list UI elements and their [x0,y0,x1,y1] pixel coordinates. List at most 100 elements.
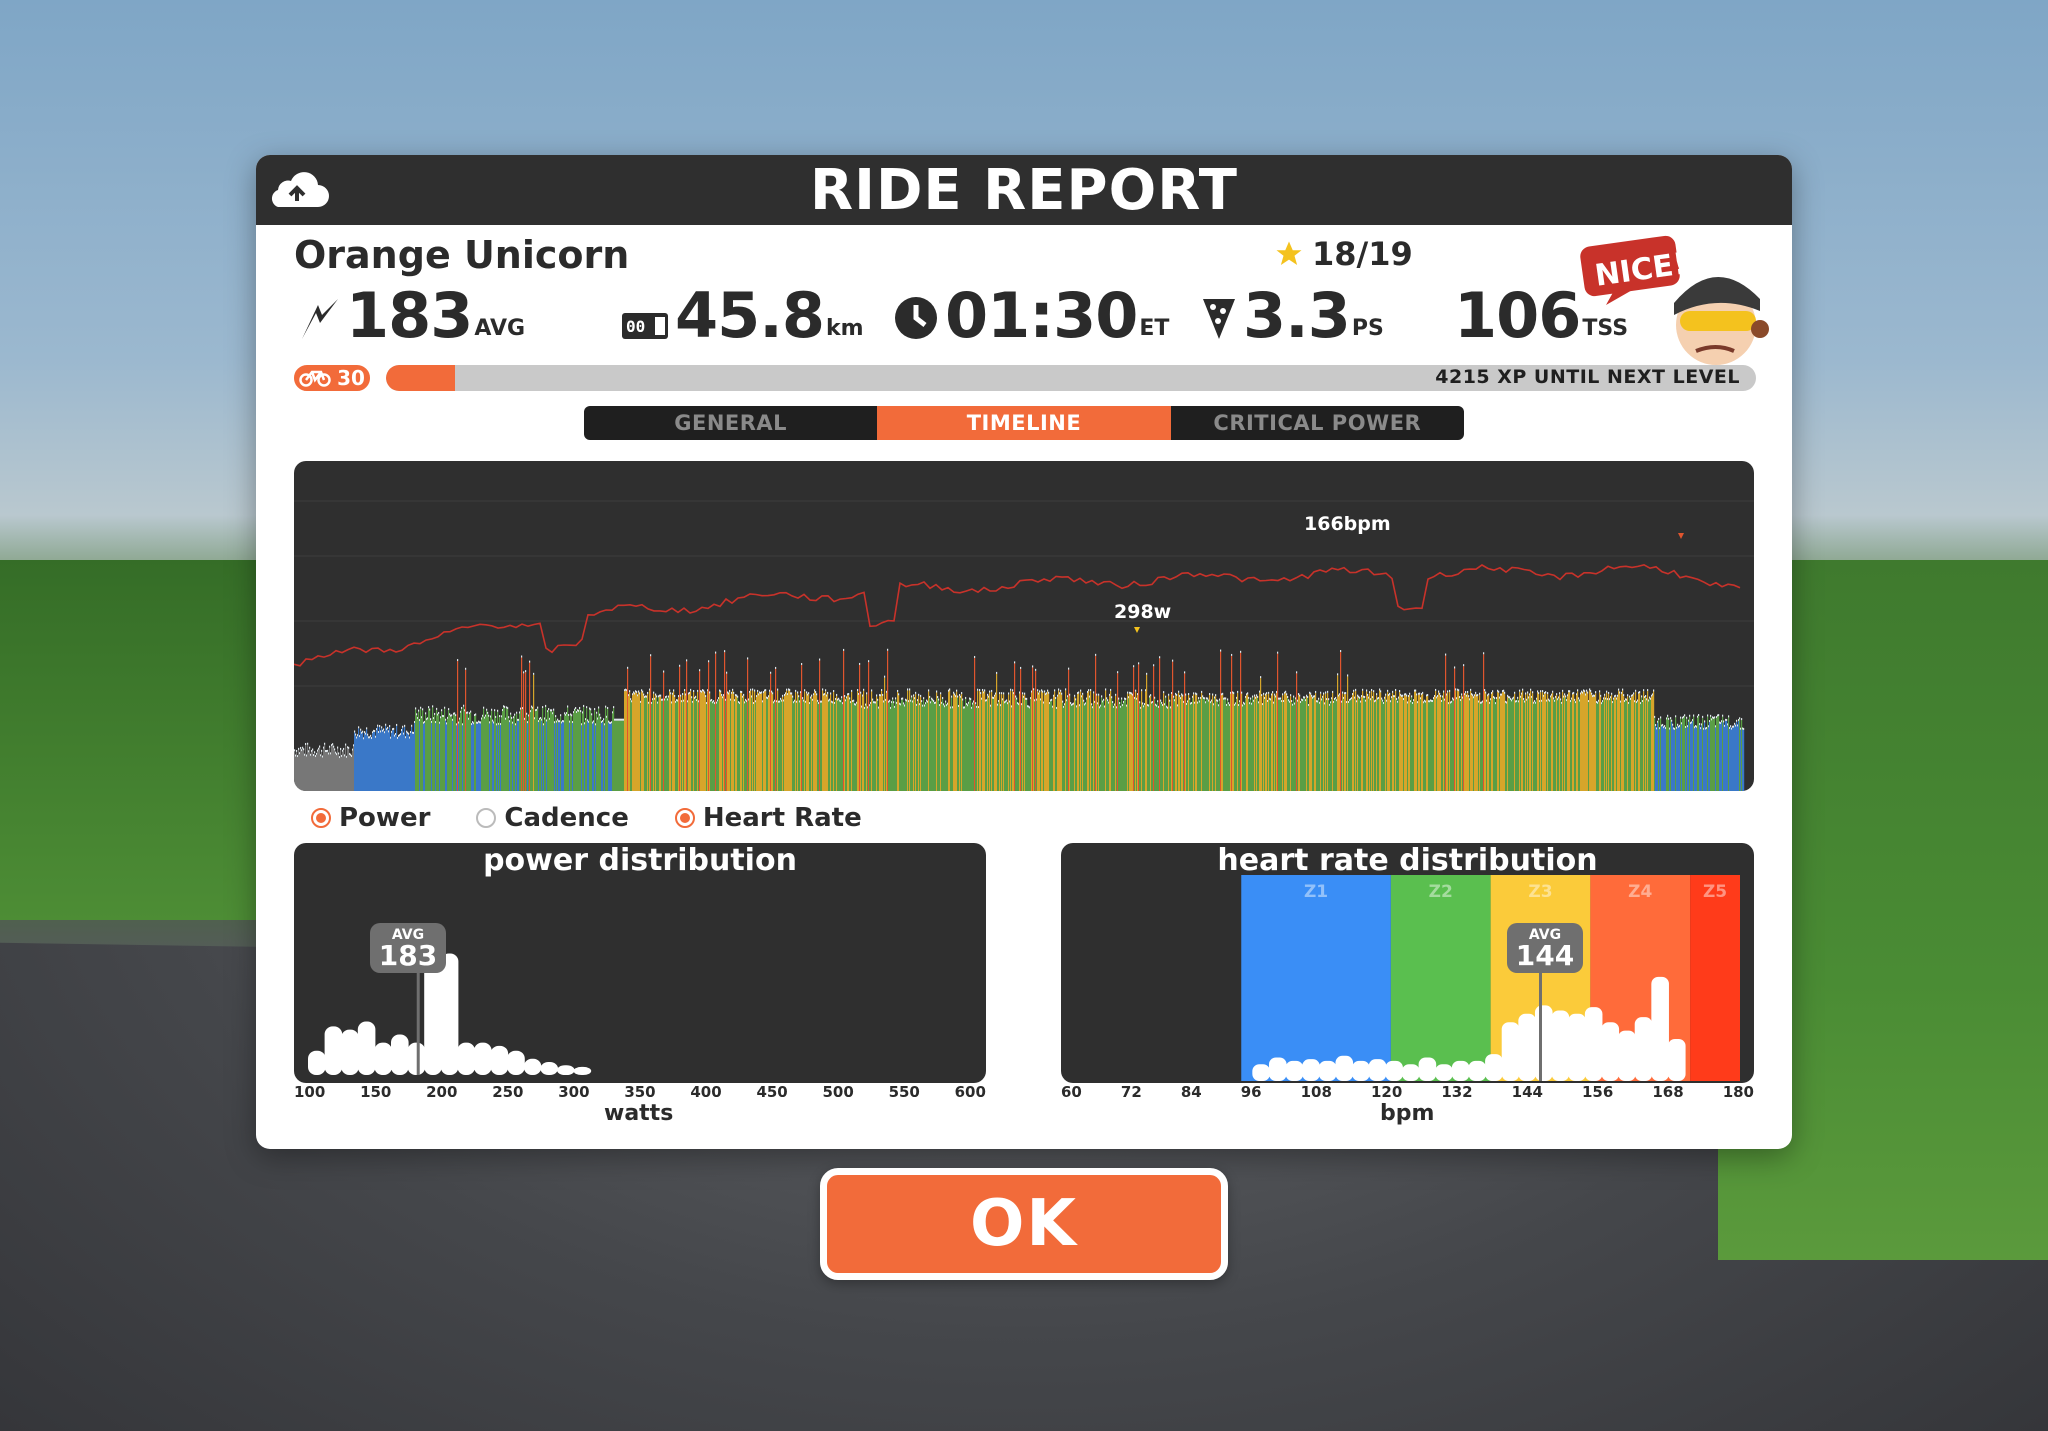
power-sample-bar [1079,706,1081,791]
power-sample-cap [722,696,724,699]
power-sample-bar [842,704,844,791]
power-sample-cap [1537,690,1539,693]
power-sample-cap [1379,688,1381,691]
power-sample-cap [998,699,1000,702]
legend-power[interactable]: Power [311,803,430,833]
power-sample-bar [1201,692,1203,791]
power-sample-bar [1567,696,1569,791]
power-sample-bar [424,722,426,791]
power-sample-bar [502,711,504,791]
hr-bin-bar [1418,1057,1437,1081]
power-sample-cap [1681,722,1683,725]
ok-button[interactable]: OK [820,1168,1228,1280]
power-sample-bar [569,722,571,791]
power-sample-bar [531,707,533,791]
power-sample-cap [380,730,382,733]
power-sample-bar [398,736,400,791]
power-sample-cap [321,749,323,752]
power-sample-bar [1308,705,1310,791]
power-sample-bar [1669,729,1671,791]
power-sample-bar [1236,698,1238,791]
power-sample-bar [1387,691,1389,791]
hr-avg-bubble: AVG 144 [1507,923,1583,973]
power-sample-cap [1389,692,1391,695]
power-sample-bar [1412,704,1414,791]
power-sample-cap [1337,673,1339,676]
power-sample-cap [1651,694,1653,697]
power-sample-cap [446,722,448,725]
power-sample-bar [1164,705,1166,791]
power-sample-cap [1218,704,1220,707]
power-sample-cap [1248,696,1250,699]
heart-rate-radio[interactable] [674,808,695,828]
power-sample-cap [1478,700,1480,703]
power-sample-bar [900,705,902,791]
power-sample-cap [1434,694,1436,697]
power-bin-bar [490,1045,509,1075]
power-sample-cap [1249,702,1251,705]
power-sample-bar [1315,692,1317,791]
power-sample-cap [1225,697,1227,700]
power-sample-cap [413,731,415,734]
power-sample-bar [324,744,326,791]
power-sample-bar [405,738,407,791]
power-sample-cap [1123,700,1125,703]
hr-bin-bar [1634,1017,1653,1081]
power-sample-bar [865,705,867,791]
power-sample-bar [605,707,607,791]
power-sample-cap [1557,698,1559,701]
power-sample-bar [643,695,645,791]
power-sample-bar [580,712,582,791]
power-sample-bar [1509,698,1511,791]
power-sample-bar [584,724,586,791]
power-distribution-title: power distribution [483,843,797,878]
power-sample-bar [1347,676,1349,791]
power-sample-bar [1266,694,1268,791]
power-sample-cap [1048,691,1050,694]
power-sample-cap [936,690,938,693]
power-sample-cap [747,657,749,660]
power-sample-bar [1016,699,1018,791]
power-sample-bar [1181,695,1183,791]
power-sample-bar [510,714,512,791]
power-sample-cap [1269,697,1271,700]
power-sample-bar [771,692,773,791]
power-sample-bar [536,710,538,791]
power-sample-bar [1508,698,1510,791]
power-sample-cap [1063,705,1065,708]
cadence-radio[interactable] [476,808,497,828]
power-sample-bar [329,747,331,791]
power-sample-cap [1010,688,1012,691]
power-sample-bar [1248,698,1250,791]
power-sample-bar [1126,706,1128,791]
power-sample-bar [564,714,566,791]
power-sample-cap [625,688,627,691]
power-sample-bar [1368,698,1370,791]
power-sample-bar [1134,698,1136,791]
power-sample-cap [1170,706,1172,709]
power-sample-bar [1376,695,1378,791]
power-sample-bar [1007,704,1009,791]
power-sample-bar [772,694,774,791]
tab-general[interactable]: GENERAL [674,411,788,435]
power-sample-bar [1423,703,1425,791]
power-sample-cap [982,688,984,691]
power-sample-cap [1435,688,1437,691]
power-sample-cap [494,709,496,712]
power-sample-bar [394,736,396,791]
cloud-upload-icon[interactable] [264,171,330,211]
power-sample-bar [499,717,501,791]
power-sample-cap [1554,699,1556,702]
power-sample-bar [1028,707,1030,791]
tab-critical-power[interactable]: CRITICAL POWER [1213,411,1422,435]
legend-heart-rate[interactable]: Heart Rate [674,803,862,833]
power-sample-cap [1370,698,1372,701]
power-sample-cap [951,695,953,698]
power-sample-bar [1348,702,1350,791]
power-sample-bar [294,751,296,791]
power-radio[interactable] [311,808,331,828]
tab-timeline[interactable]: TIMELINE [877,406,1171,440]
power-sample-bar [761,693,763,791]
legend-cadence[interactable]: Cadence [476,803,629,833]
axis-tick: 350 [624,1083,656,1101]
